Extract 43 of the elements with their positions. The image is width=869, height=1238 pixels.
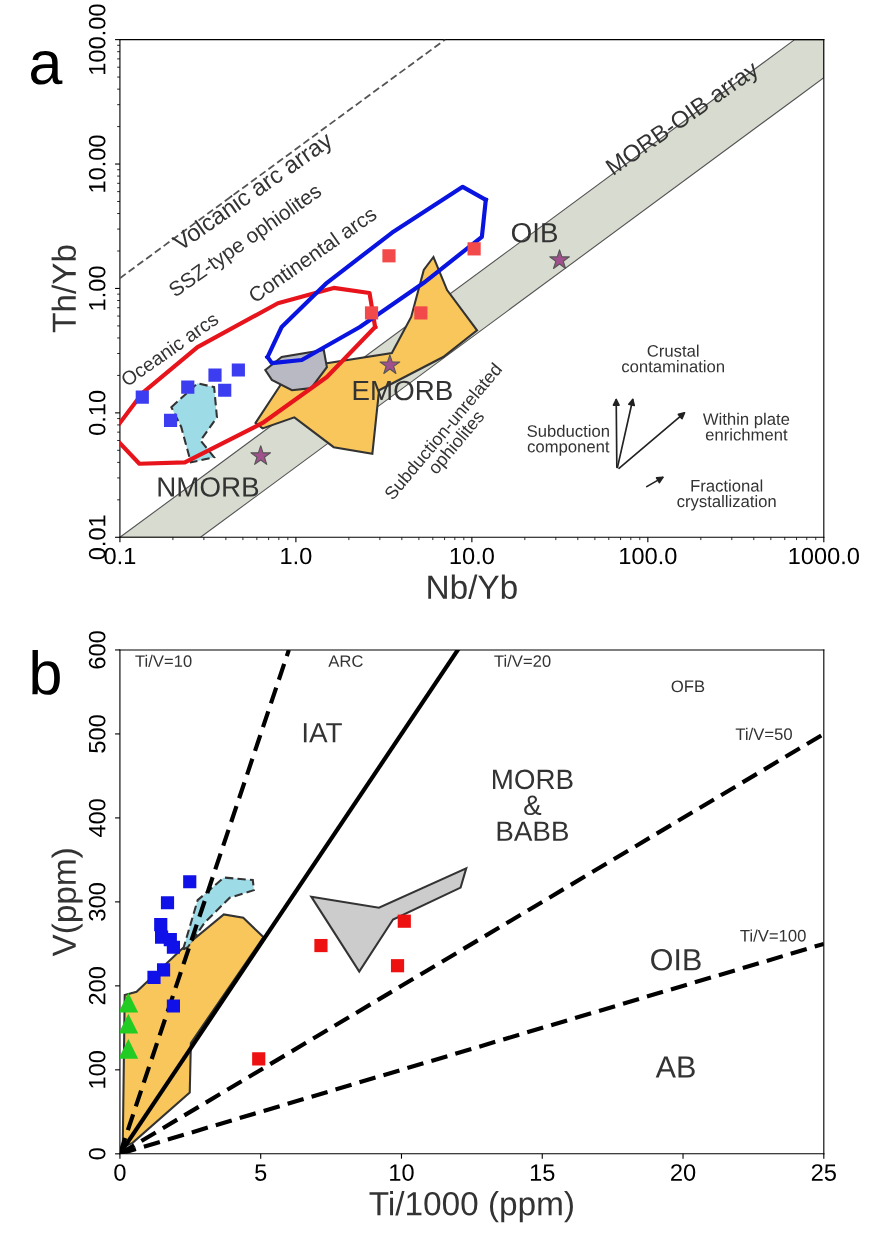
y-tick-label: 500 — [88, 715, 106, 753]
y-tick-label: 10.00 — [88, 135, 106, 192]
y-tick-label: 300 — [88, 883, 106, 921]
x-tick-label: 10.0 — [450, 547, 494, 565]
x-axis-title: Ti/1000 (ppm) — [369, 1191, 573, 1223]
x-tick-label: 1.0 — [281, 547, 312, 565]
annotation: Subduction component — [527, 424, 610, 456]
x-tick-label: 5 — [255, 1164, 267, 1181]
chart-title: b — [32, 649, 60, 695]
annotation: OIB — [651, 948, 701, 971]
y-tick-label: 400 — [88, 799, 106, 838]
annotation: OFB — [671, 680, 705, 693]
y-tick-label: 1.00 — [88, 266, 106, 310]
chart-title: a — [31, 51, 63, 85]
annotation: Ti/V=20 — [494, 654, 551, 668]
x-tick-label: 20 — [671, 1164, 696, 1181]
y-axis-title: Th/Yb — [51, 245, 77, 333]
annotation: Crustal contamination — [622, 344, 724, 373]
annotation: AB — [655, 1056, 695, 1078]
annotation: MORB & BABB — [493, 769, 573, 841]
annotation: Fractional crystallization — [677, 479, 776, 511]
y-tick-label: 0.10 — [88, 390, 106, 435]
y-tick-label: 200 — [88, 967, 106, 1005]
annotation: Ti/V=10 — [135, 654, 192, 668]
annotation: ARC — [328, 655, 363, 668]
annotation: IAT — [303, 723, 342, 743]
annotation: Ti/V=50 — [735, 727, 792, 741]
x-axis-title: Nb/Yb — [428, 574, 517, 600]
annotation: Ti/V=100 — [740, 929, 806, 942]
x-tick-label: 100.0 — [620, 547, 677, 565]
y-tick-label: 0 — [88, 1148, 106, 1160]
x-tick-label: 15 — [530, 1164, 555, 1181]
y-axis-title: V(ppm) — [51, 849, 83, 957]
x-tick-label: 1000.0 — [789, 547, 859, 565]
y-tick-label: 0.01 — [88, 515, 106, 560]
x-tick-label: 0 — [114, 1164, 126, 1181]
y-tick-label: 100.00 — [88, 4, 106, 74]
y-tick-label: 600 — [88, 631, 106, 669]
x-tick-label: 10 — [390, 1164, 414, 1181]
x-tick-label: 25 — [811, 1164, 836, 1181]
y-tick-label: 100 — [88, 1051, 106, 1088]
x-tick-label: 0.1 — [104, 547, 136, 565]
annotation: Within plate enrichment — [702, 412, 790, 441]
